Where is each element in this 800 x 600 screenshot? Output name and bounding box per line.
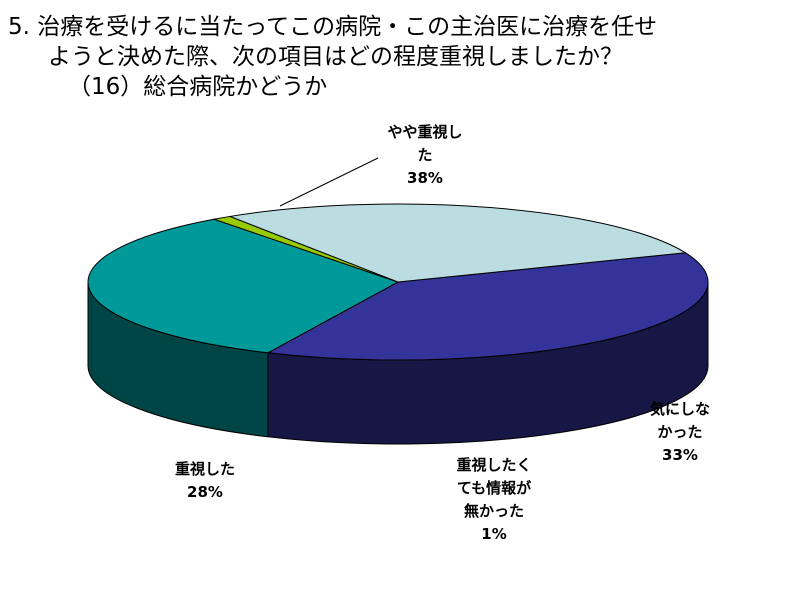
pie-value-label: 38% — [407, 169, 443, 187]
pie-category-label: 重視したく — [456, 456, 531, 474]
pie-category-label: 気にしな — [650, 400, 710, 418]
pie-slice-ki-ni-shinakatta — [87, 218, 400, 354]
pie-label-joho-nashi: 重視したくても情報が無かった 1% — [456, 456, 532, 543]
pie-label-ki-ni-shinakatta: 気にしなかった 33% — [650, 400, 710, 464]
leader-line — [279, 157, 379, 207]
pie-value-label: 28% — [187, 483, 223, 501]
pie-label-yaya-juushi: やや重視した 38% — [387, 123, 462, 187]
chart-title-line-3: （16）総合病院かどうか — [68, 74, 328, 100]
chart-title-line-1: 5. 治療を受けるに当たってこの病院・この主治医に治療を任せ — [8, 14, 658, 40]
pie-label-juushi: 重視した 28% — [175, 460, 235, 501]
pie-category-label: た — [417, 146, 432, 164]
pie-category-label: 重視した — [175, 460, 235, 478]
pie-value-label: 1% — [481, 525, 506, 543]
chart-title-line-2: ようと決めた際、次の項目はどの程度重視しましたか？ — [48, 44, 623, 70]
pie-category-label: かった — [657, 423, 702, 441]
pie-slice-yaya-juushi — [266, 252, 709, 361]
pie-value-label: 33% — [662, 446, 698, 464]
pie-category-label: 無かった — [464, 502, 524, 520]
pie-category-label: ても情報が — [457, 479, 532, 497]
pie-category-label: やや重視し — [387, 123, 462, 141]
pie-slice-juushi — [228, 203, 687, 283]
chart-title: 5. 治療を受けるに当たってこの病院・この主治医に治療を任せ ようと決めた際、次… — [8, 12, 788, 102]
